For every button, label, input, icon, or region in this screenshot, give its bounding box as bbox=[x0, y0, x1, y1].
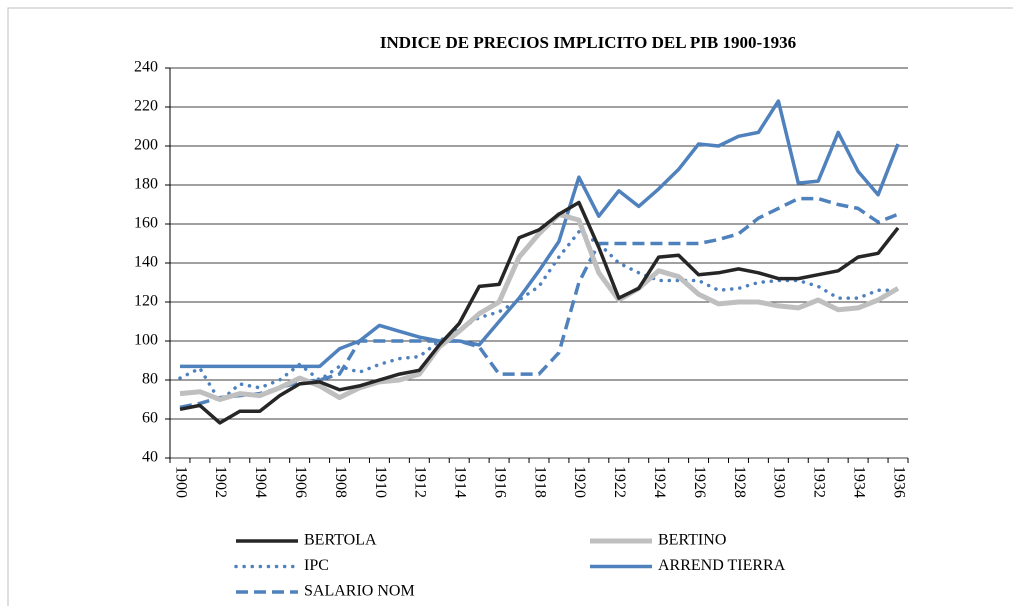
x-tick-label: 1918 bbox=[531, 466, 548, 498]
x-tick-label: 1914 bbox=[452, 466, 469, 498]
x-tick-label: 1930 bbox=[771, 466, 788, 498]
x-tick-label: 1934 bbox=[850, 466, 867, 498]
y-tick-label: 240 bbox=[134, 59, 158, 76]
x-tick-label: 1912 bbox=[412, 466, 429, 498]
y-tick-label: 200 bbox=[134, 137, 158, 154]
y-tick-label: 60 bbox=[142, 410, 158, 427]
x-tick-label: 1926 bbox=[691, 466, 708, 498]
x-tick-label: 1906 bbox=[292, 466, 309, 498]
legend-label: ARREND TIERRA bbox=[658, 557, 786, 574]
series-line bbox=[179, 200, 900, 425]
y-tick-label: 80 bbox=[142, 371, 158, 388]
x-tick-label: 1916 bbox=[491, 466, 508, 498]
y-tick-label: 120 bbox=[134, 293, 158, 310]
y-tick-label: 100 bbox=[134, 332, 158, 349]
legend-label: IPC bbox=[304, 557, 329, 574]
y-tick-label: 220 bbox=[134, 98, 158, 115]
x-tick-label: 1932 bbox=[811, 466, 828, 498]
x-tick-label: 1928 bbox=[731, 466, 748, 498]
legend-label: BERTOLA bbox=[304, 532, 377, 549]
x-tick-label: 1900 bbox=[172, 466, 189, 498]
y-tick-label: 180 bbox=[134, 176, 158, 193]
frame bbox=[7, 7, 1013, 606]
legend-label: SALARIO NOM bbox=[304, 583, 415, 600]
y-tick-label: 160 bbox=[134, 215, 158, 232]
x-tick-label: 1936 bbox=[890, 466, 907, 498]
y-tick-label: 40 bbox=[142, 449, 158, 466]
y-tick-label: 140 bbox=[134, 254, 158, 271]
x-tick-label: 1920 bbox=[571, 466, 588, 498]
x-tick-label: 1910 bbox=[372, 466, 389, 498]
series-line bbox=[179, 196, 899, 410]
x-tick-label: 1922 bbox=[611, 466, 628, 498]
x-tick-label: 1902 bbox=[212, 466, 229, 498]
x-tick-label: 1924 bbox=[651, 466, 668, 498]
series-line bbox=[179, 211, 900, 402]
legend-label: BERTINO bbox=[658, 532, 726, 549]
x-tick-label: 1908 bbox=[332, 466, 349, 498]
chart-title: INDICE DE PRECIOS IMPLICITO DEL PIB 1900… bbox=[380, 33, 796, 52]
series-line bbox=[178, 230, 900, 404]
x-tick-label: 1904 bbox=[252, 466, 269, 498]
